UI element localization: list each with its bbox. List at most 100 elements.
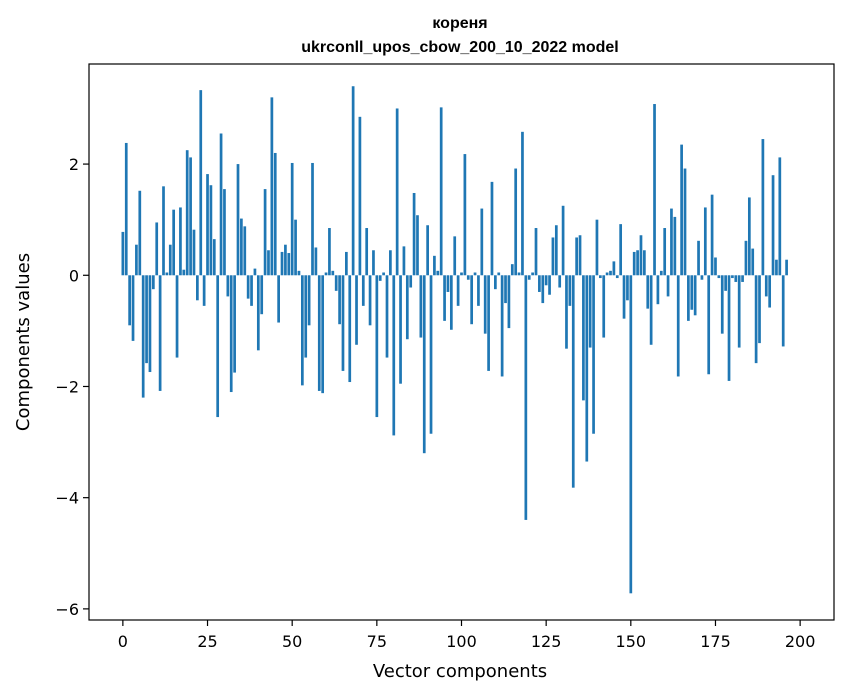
bar-183 [741, 275, 744, 282]
bar-28 [216, 275, 220, 418]
bar-100 [460, 272, 463, 276]
bar-55 [307, 275, 311, 326]
bar-3 [131, 275, 135, 341]
bar-139 [592, 275, 595, 434]
bar-156 [649, 275, 653, 345]
bar-177 [720, 275, 724, 334]
bar-54 [304, 275, 308, 358]
bar-70 [358, 116, 362, 276]
bar-45 [273, 152, 277, 276]
bar-112 [500, 275, 504, 377]
bar-190 [764, 275, 768, 297]
bar-0 [121, 231, 125, 276]
bar-122 [534, 228, 538, 276]
bar-129 [558, 275, 562, 288]
bar-98 [453, 236, 457, 276]
bar-184 [744, 240, 748, 276]
bar-13 [165, 272, 169, 276]
bar-68 [351, 86, 355, 276]
bar-133 [571, 275, 575, 488]
bar-31 [226, 275, 230, 297]
bar-138 [588, 275, 592, 348]
bar-110 [494, 275, 497, 290]
bar-30 [223, 189, 226, 276]
bar-166 [683, 168, 687, 276]
y-tick-label-2: 2 [69, 155, 79, 174]
y-axis-label: Components values [13, 253, 34, 431]
bar-9 [151, 275, 155, 290]
bar-11 [158, 275, 162, 391]
bar-41 [260, 275, 264, 315]
bar-116 [514, 168, 518, 276]
bar-155 [646, 275, 650, 309]
bar-43 [267, 250, 270, 276]
bar-101 [463, 154, 467, 276]
bar-46 [277, 275, 280, 323]
bar-37 [246, 275, 250, 299]
bar-95 [443, 275, 446, 321]
bar-18 [182, 269, 186, 276]
bar-194 [778, 157, 782, 276]
bar-21 [192, 229, 196, 276]
bar-88 [419, 275, 423, 338]
bar-61 [328, 228, 331, 276]
bar-114 [507, 275, 511, 329]
bar-51 [294, 219, 297, 276]
bar-86 [412, 192, 416, 276]
bar-58 [317, 275, 321, 391]
bar-16 [175, 275, 179, 358]
bar-49 [287, 253, 291, 276]
bar-144 [609, 270, 612, 276]
bar-5 [138, 190, 142, 276]
bar-135 [578, 235, 582, 276]
bar-10 [155, 222, 159, 276]
bar-191 [768, 275, 772, 308]
bar-185 [747, 197, 751, 276]
bar-1 [124, 142, 128, 276]
bar-44 [270, 97, 274, 276]
bar-91 [429, 275, 433, 434]
bar-169 [693, 275, 697, 316]
bar-140 [595, 219, 599, 276]
bar-142 [602, 275, 606, 338]
bar-79 [389, 250, 392, 276]
bar-196 [785, 259, 788, 276]
bar-17 [179, 207, 182, 276]
bar-20 [189, 157, 192, 276]
bar-124 [541, 275, 545, 304]
bar-22 [196, 275, 199, 301]
bar-65 [341, 275, 345, 371]
bar-52 [297, 270, 301, 276]
bar-75 [375, 275, 379, 418]
plot-frame [88, 63, 835, 621]
bar-120 [527, 275, 531, 280]
bar-2 [128, 275, 131, 326]
x-tick-label-200: 200 [785, 632, 816, 651]
bar-85 [409, 275, 413, 288]
bar-173 [707, 275, 711, 375]
bar-137 [585, 275, 589, 462]
bar-163 [673, 216, 677, 276]
bar-168 [690, 275, 694, 310]
bar-121 [531, 272, 534, 276]
bar-159 [659, 270, 663, 276]
bar-165 [680, 144, 683, 276]
bar-60 [324, 272, 328, 276]
bar-63 [334, 275, 338, 291]
bar-123 [538, 275, 541, 292]
bar-82 [399, 275, 402, 384]
bar-73 [368, 275, 372, 326]
bar-180 [731, 275, 734, 279]
bar-102 [466, 275, 470, 280]
bar-107 [483, 275, 487, 334]
bar-34 [236, 164, 240, 276]
bar-188 [758, 275, 761, 344]
bar-59 [321, 275, 325, 394]
bar-167 [687, 275, 690, 321]
bar-119 [524, 275, 528, 520]
bar-40 [256, 275, 260, 351]
bar-153 [639, 235, 643, 276]
bar-161 [666, 275, 670, 297]
bar-117 [517, 272, 521, 276]
bar-57 [314, 247, 318, 276]
